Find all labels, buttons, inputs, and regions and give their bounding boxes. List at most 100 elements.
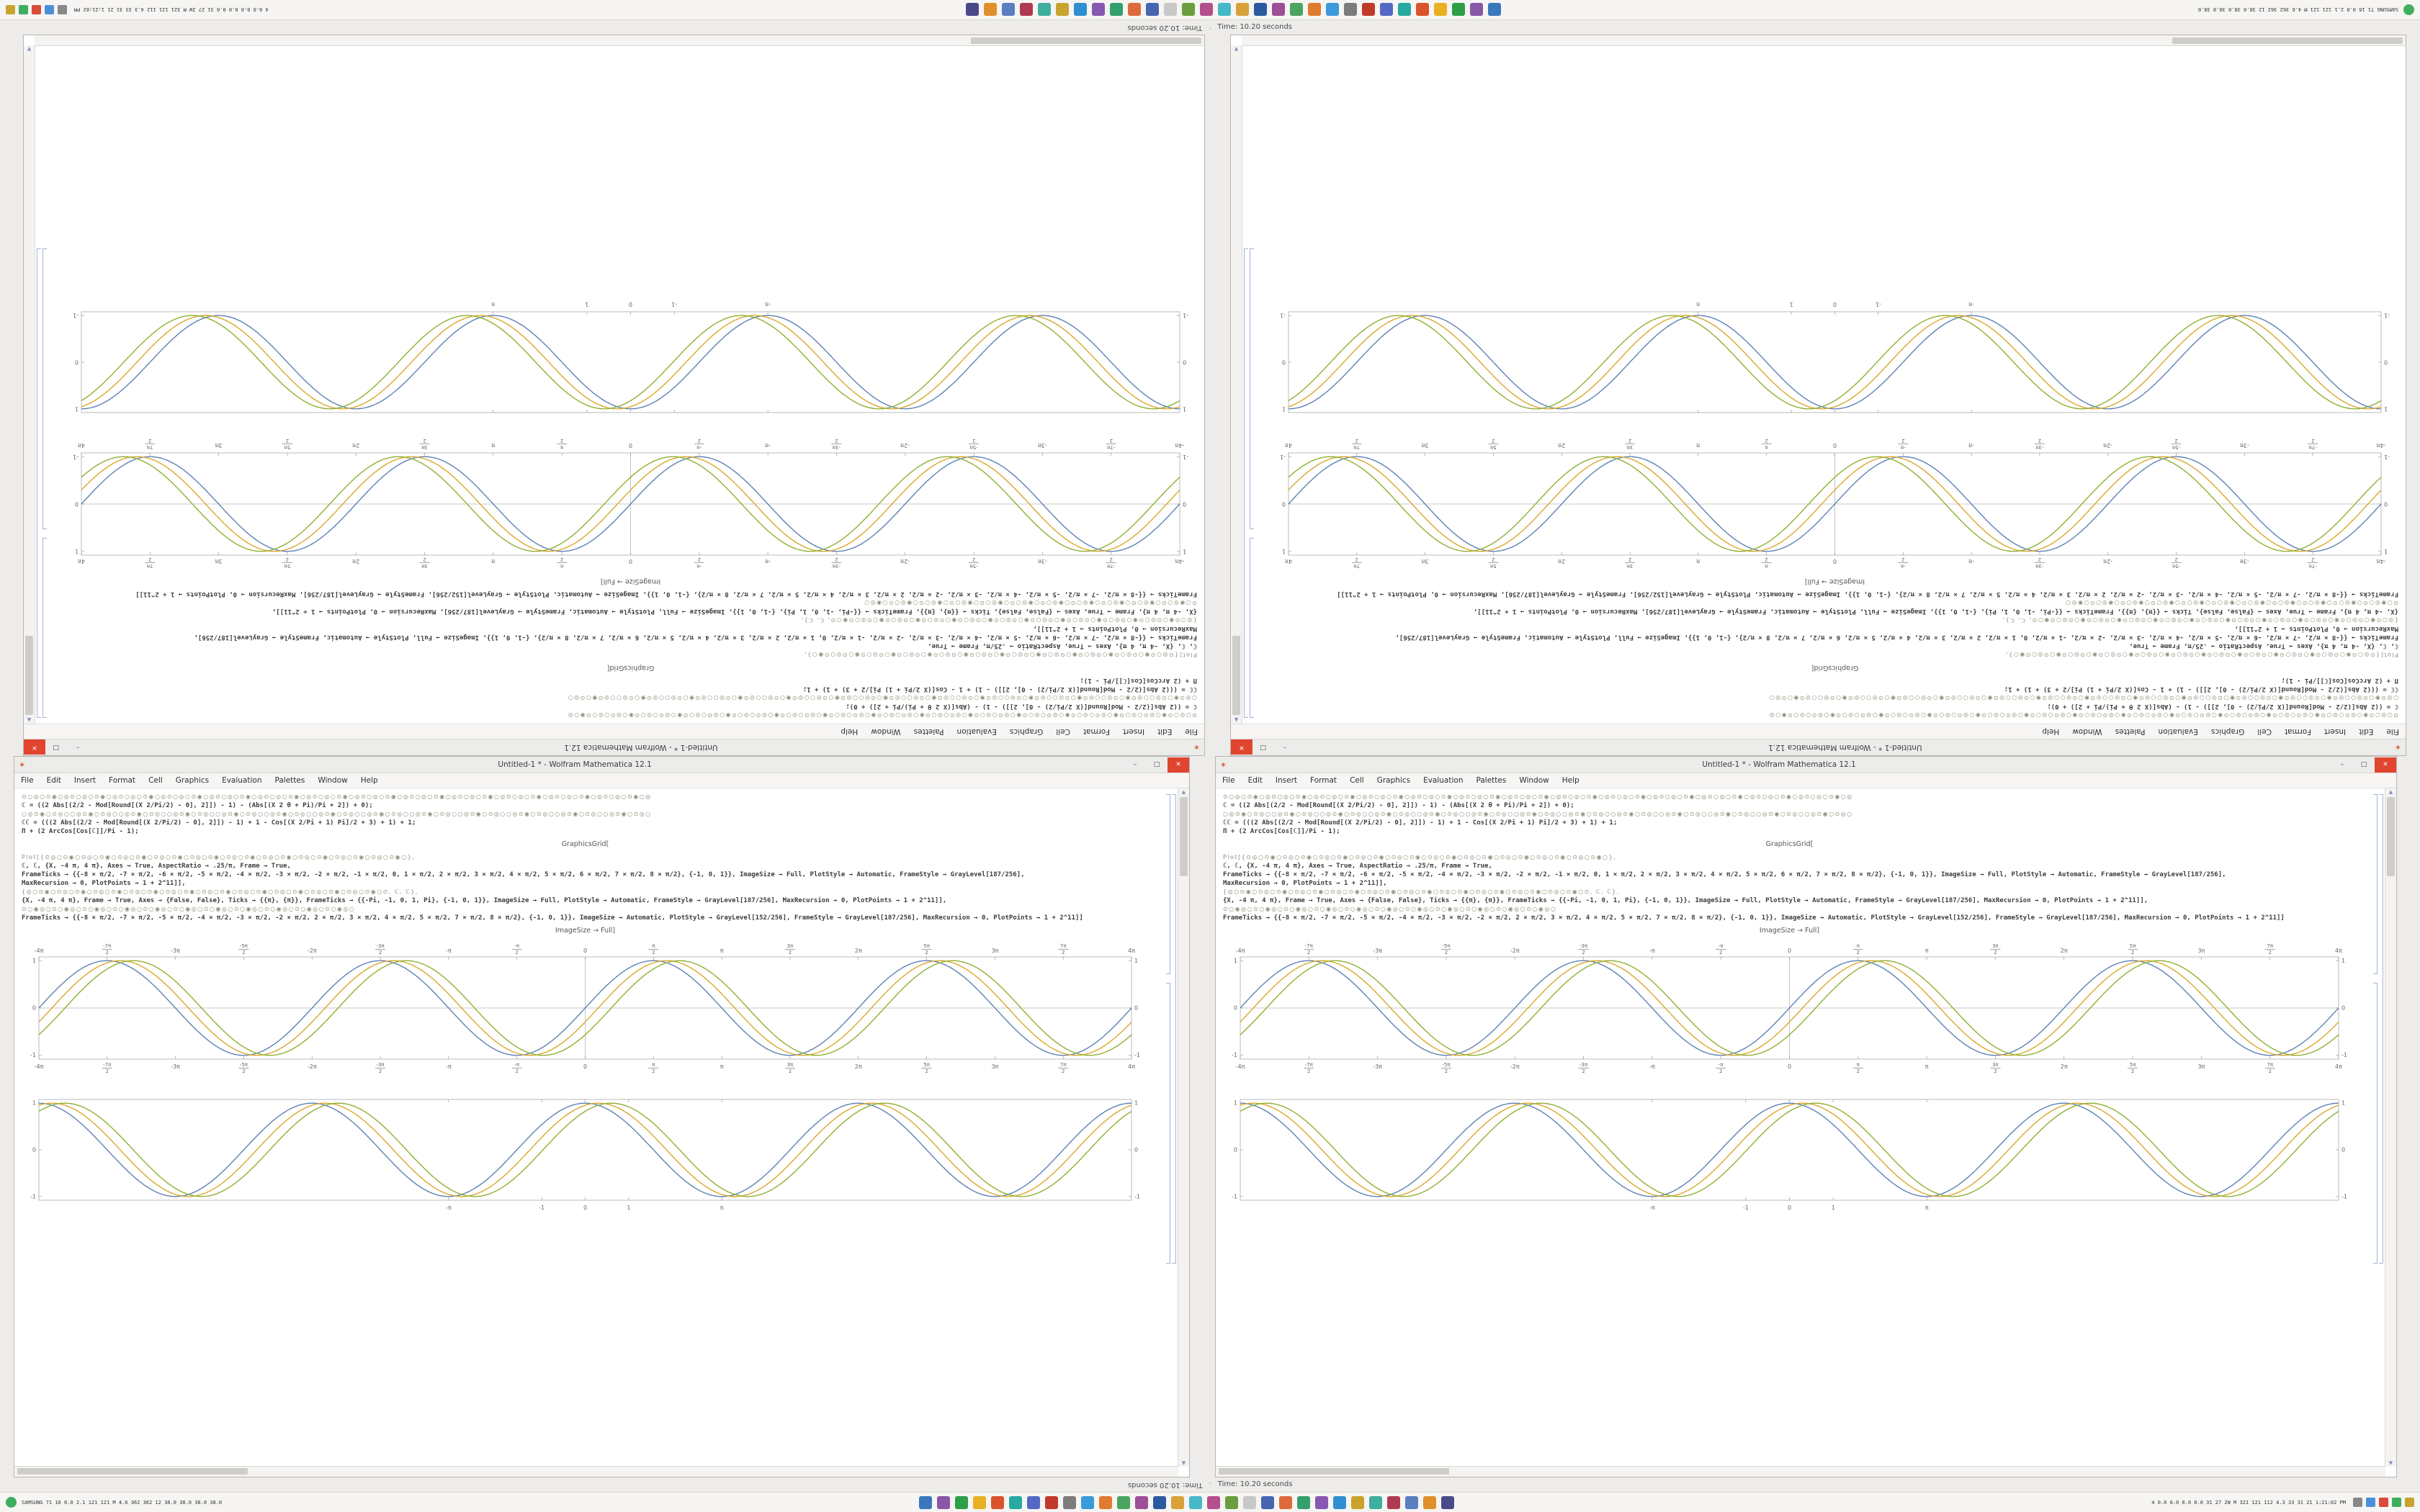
taskbar-app-icon[interactable] <box>1063 1495 1077 1509</box>
code-cells[interactable]: ⊙○◎○⊙◉○◎⊙○◎○⊙◉○◎⊙○◎○⊙◉○◎⊙○◎○⊙◉○◎⊙○◎○⊙◉○◎… <box>64 577 1197 719</box>
code-line[interactable]: ⊙○◉◎○⊙○◉◎○⊙○◉◎○⊙○◉◎○⊙○◉◎○⊙○◉◎○⊙○◉◎○⊙○◉◎○… <box>2064 600 2398 606</box>
menu-item[interactable]: Evaluation <box>956 727 997 736</box>
code-line[interactable]: ℂ = ((2 Abs[(2/2 - Mod[Round[(X 2/Pi/2) … <box>2047 703 2398 710</box>
scrollbar-thumb[interactable] <box>25 636 33 715</box>
menu-item[interactable]: Insert <box>73 776 97 785</box>
scrollbar-thumb[interactable] <box>2172 37 2403 44</box>
mathematica-window-left[interactable]: ✶ Untitled-1 * - Wolfram Mathematica 12.… <box>1230 35 2406 756</box>
scrollbar-thumb[interactable] <box>1232 636 1240 715</box>
taskbar-app-icon[interactable] <box>1253 3 1267 17</box>
code-line[interactable]: ℂ = ((2 Abs[(2/2 - Mod[Round[(X 2/Pi/2) … <box>1223 802 1574 809</box>
taskbar-app-icon[interactable] <box>1019 3 1033 17</box>
cell-label[interactable]: GraphicsGrid[ <box>606 664 655 672</box>
taskbar-app-icon[interactable] <box>1045 1495 1059 1509</box>
menu-item[interactable]: Graphics <box>1376 776 1411 785</box>
scrollbar-thumb[interactable] <box>17 1468 248 1475</box>
menu-item[interactable]: Window <box>871 727 901 736</box>
code-line[interactable]: ○◎⊙◉○⊙◎○○◎⊙◉○⊙◎○○◎⊙◉○⊙◎○○◎⊙◉○⊙◎○○◎⊙◉○⊙◎○… <box>1768 695 2398 701</box>
cell-label[interactable]: GraphicsGrid[ <box>561 840 609 848</box>
notebook-area[interactable]: ⊙○◎○⊙◉○◎⊙○◎○⊙◉○◎⊙○◎○⊙◉○◎⊙○◎○⊙◉○◎⊙○◎○⊙◉○◎… <box>14 788 1189 1477</box>
taskbar-app-icon[interactable] <box>1153 1495 1167 1509</box>
code-line[interactable]: MaxRecursion → 0, PlotPoints → 1 + 2^11]… <box>1223 880 1387 887</box>
code-line[interactable]: ⊙○◉◎○⊙○◉◎○⊙○◉◎○⊙○◉◎○⊙○◉◎○⊙○◉◎○⊙○◉◎○⊙○◉◎○… <box>22 906 356 912</box>
code-line[interactable]: ℂℂ = (((2 Abs[(2/2 - Mod[Round[(X 2/Pi/2… <box>2004 685 2398 693</box>
code-line[interactable]: ⊙○◎○⊙◉○◎⊙○◎○⊙◉○◎⊙○◎○⊙◉○◎⊙○◎○⊙◉○◎⊙○◎○⊙◉○◎… <box>1223 793 1853 800</box>
menu-item[interactable]: Edit <box>1247 776 1263 785</box>
maximize-button[interactable]: □ <box>1153 760 1160 768</box>
taskbar-app-icon[interactable] <box>1297 1495 1311 1509</box>
menu-item[interactable]: File <box>21 776 34 785</box>
cell-label[interactable]: ImageSize → Full] <box>555 927 616 935</box>
taskbar-app-icon[interactable] <box>1073 3 1087 17</box>
code-line[interactable]: ⊙○◉◎○⊙○◉◎○⊙○◉◎○⊙○◉◎○⊙○◉◎○⊙○◉◎○⊙○◉◎○⊙○◉◎○… <box>1223 906 1557 912</box>
menu-item[interactable]: Graphics <box>1009 727 1044 736</box>
scrollbar-thumb[interactable] <box>1219 1468 1449 1475</box>
menu-item[interactable]: Window <box>1519 776 1549 785</box>
cell-bracket[interactable] <box>1166 794 1170 974</box>
taskbar-app-icon[interactable] <box>1469 3 1483 17</box>
taskbar-app-icon[interactable] <box>973 1495 987 1509</box>
mathematica-window-right[interactable]: ✶ Untitled-1 * - Wolfram Mathematica 12.… <box>23 35 1205 756</box>
taskbar-app-icon[interactable] <box>1225 1495 1239 1509</box>
taskbar-app-icon[interactable] <box>1055 3 1069 17</box>
code-line[interactable]: FrameTicks → {{-8 × π/2, -7 × π/2, -6 × … <box>1395 634 2398 641</box>
menu-item[interactable]: Format <box>109 776 136 785</box>
cell-bracket[interactable] <box>2373 794 2378 974</box>
menu-item[interactable]: Help <box>360 776 378 785</box>
taskbar-app-icon[interactable] <box>1261 1495 1275 1509</box>
code-line[interactable]: ○◎⊙◉○⊙◎○○◎⊙◉○⊙◎○○◎⊙◉○⊙◎○○◎⊙◉○⊙◎○○◎⊙◉○⊙◎○… <box>567 695 1197 701</box>
menu-item[interactable]: Cell <box>2257 727 2272 736</box>
cell-group-bracket[interactable] <box>37 248 41 718</box>
menu-item[interactable]: Format <box>2284 727 2311 736</box>
taskbar-app-icon[interactable] <box>1397 3 1411 17</box>
output-cell-bracket[interactable] <box>1250 248 1254 529</box>
maximize-button[interactable]: □ <box>2360 760 2367 768</box>
code-line[interactable]: FrameTicks → {{-8 × π/2, -7 × π/2, -5 × … <box>135 590 1197 598</box>
taskbar[interactable]: SAMSUNG 71 16 0.0 2.1 121 121 M 4.6 362 … <box>0 0 2420 20</box>
horizontal-scrollbar[interactable] <box>35 35 1204 46</box>
output-cell-bracket[interactable] <box>1166 983 1170 1264</box>
taskbar-app-icon[interactable] <box>1099 1495 1113 1509</box>
menu-item[interactable]: Graphics <box>2210 727 2245 736</box>
code-line[interactable]: ○◎⊙◉○⊙◎○○◎⊙◉○⊙◎○○◎⊙◉○⊙◎○○◎⊙◉○⊙◎○○◎⊙◉○⊙◎○… <box>1223 811 1853 817</box>
taskbar-app-icon[interactable] <box>1387 1495 1401 1509</box>
code-line[interactable]: ℂ = ((2 Abs[(2/2 - Mod[Round[(X 2/Pi/2) … <box>846 703 1197 710</box>
menu-item[interactable]: Palettes <box>274 776 305 785</box>
code-line[interactable]: {X, -4 π, 4 π}, Frame → True, Axes → {Fa… <box>1223 897 2148 904</box>
vertical-scrollbar[interactable]: ▲ ▼ <box>2385 788 2396 1467</box>
output-cell-bracket[interactable] <box>2373 983 2378 1264</box>
close-button[interactable]: ✕ <box>1231 739 1252 755</box>
menu-item[interactable]: Palettes <box>1476 776 1507 785</box>
menu-item[interactable]: Graphics <box>175 776 210 785</box>
taskbar-app-icon[interactable] <box>1487 3 1501 17</box>
taskbar-app-icon[interactable] <box>1441 1495 1455 1509</box>
taskbar-app-icon[interactable] <box>937 1495 951 1509</box>
code-line[interactable]: ℂ, ℂ, {X, -4 π, 4 π}, Axes → True, Aspec… <box>1223 863 1492 870</box>
taskbar-app-icon[interactable] <box>1415 3 1429 17</box>
code-line[interactable]: ⊙○◎○⊙◉○◎⊙○◎○⊙◉○◎⊙○◎○⊙◉○◎⊙○◎○⊙◉○◎⊙○◎○⊙◉○◎… <box>1768 712 2398 719</box>
code-line[interactable]: ○◎⊙◉○⊙◎○○◎⊙◉○⊙◎○○◎⊙◉○⊙◎○○◎⊙◉○⊙◎○○◎⊙◉○⊙◎○… <box>22 811 652 817</box>
taskbar-app-icon[interactable] <box>1243 1495 1257 1509</box>
tray-icon[interactable] <box>19 5 28 14</box>
taskbar-app-icon[interactable] <box>919 1495 933 1509</box>
vertical-scrollbar[interactable]: ▲ ▼ <box>24 45 35 724</box>
notebook-area[interactable]: ⊙○◎○⊙◉○◎⊙○◎○⊙◉○◎⊙○◎○⊙◉○◎⊙○◎○⊙◉○◎⊙○◎○⊙◉○◎… <box>1216 788 2396 1477</box>
taskbar-app-icon[interactable] <box>1351 1495 1365 1509</box>
code-line[interactable]: FrameTicks → {{-8 × π/2, -7 × π/2, -6 × … <box>1223 871 2226 878</box>
code-line[interactable]: Π + (2 ArcCos[Cos[ℂ]]/Pi - 1); <box>22 828 139 835</box>
menu-item[interactable]: File <box>2386 727 2399 736</box>
menu-item[interactable]: Help <box>841 727 859 736</box>
taskbar-app-icon[interactable] <box>1361 3 1375 17</box>
taskbar-app-icon[interactable] <box>1037 3 1051 17</box>
mathematica-window-right[interactable]: ✶ Untitled-1 * - Wolfram Mathematica 12.… <box>1215 756 2397 1477</box>
code-line[interactable]: {◎○⊙◉○⊙◎○⊙◉○⊙◎○⊙◉○⊙◎○⊙◉○⊙◎○⊙◉○⊙◎○⊙◉○⊙◎○⊙… <box>2002 617 2398 624</box>
menu-item[interactable]: Palettes <box>2115 727 2146 736</box>
tray-icon[interactable] <box>6 5 15 14</box>
maximize-button[interactable]: □ <box>53 744 60 752</box>
mathematica-window-left[interactable]: ✶ Untitled-1 * - Wolfram Mathematica 12.… <box>14 756 1190 1477</box>
taskbar-app-icon[interactable] <box>1081 1495 1095 1509</box>
code-line[interactable]: Plot[{⊙◎○⊙◉○⊙◎○⊙◉○⊙◎○⊙◉○⊙◎○⊙◉○⊙◎○⊙◉○⊙◎○⊙… <box>2004 652 2398 658</box>
taskbar-app-icon[interactable] <box>1127 3 1141 17</box>
cell-label[interactable]: GraphicsGrid[ <box>1765 840 1814 848</box>
taskbar-app-icon[interactable] <box>1235 3 1249 17</box>
